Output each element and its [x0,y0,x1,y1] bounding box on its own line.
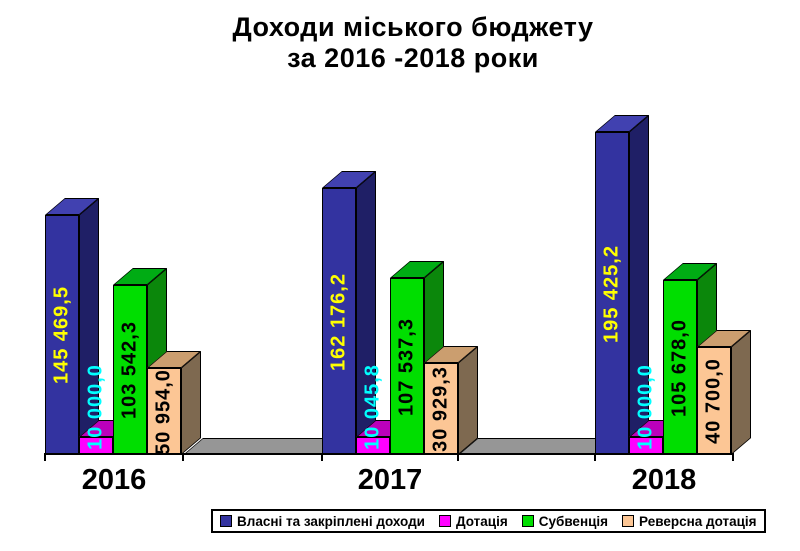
x-axis-tick [321,455,323,461]
bar-value-label-dotatsiya-2018: 10 000,0 [634,364,657,450]
x-axis-tick [594,455,596,461]
bar-value-label-vlasni-dokhody-2017: 162 176,2 [327,272,350,371]
bar-value-label-vlasni-dokhody-2018: 195 425,2 [600,244,623,343]
bar-vlasni-dokhody-2016-front [45,215,79,455]
legend-marker-reversna-dotatsiya-icon [622,515,635,527]
legend-marker-dotatsiya-icon [438,515,451,527]
legend: Власні та закріплені доходи Дотація Субв… [211,509,766,533]
legend-item-reversna-dotatsiya: Реверсна дотація [622,514,757,529]
x-axis-tick [732,455,734,461]
legend-label-dotatsiya: Дотація [455,513,508,529]
x-axis-line [44,453,734,455]
bar-subventsiya-2017-front [390,278,424,455]
legend-marker-vlasni-dokhody-icon [220,515,232,527]
x-axis-label-2016: 2016 [81,464,147,496]
bar-value-label-dotatsiya-2017: 10 045,8 [361,364,384,450]
legend-item-dotatsiya: Дотація [438,513,508,529]
bar-value-label-reversna-dotatsiya-2018: 40 700,0 [702,358,725,444]
bar-vlasni-dokhody-2017-front [322,188,356,455]
bar-reversna-dotatsiya-2016-front [147,368,181,455]
legend-label-reversna-dotatsiya: Реверсна дотація [639,513,757,529]
legend-item-vlasni-dokhody: Власні та закріплені доходи [220,514,425,529]
bar-value-label-subventsiya-2016: 103 542,3 [118,321,141,419]
bar-reversna-dotatsiya-2018-front [697,347,731,455]
bar-value-label-vlasni-dokhody-2016: 145 469,5 [50,286,73,384]
x-axis-tick [182,455,184,461]
chart-title-line1: Доходи міського бюджету [232,12,594,42]
legend-label-subventsiya: Субвенція [538,513,609,529]
bar-value-label-subventsiya-2018: 105 678,0 [668,318,691,417]
chart-title-line2: за 2016 -2018 роки [287,43,539,73]
x-axis-tick [44,455,46,461]
bar-reversna-dotatsiya-2017-side [458,346,478,455]
bar-value-label-dotatsiya-2016: 10 000,0 [84,364,107,450]
bar-reversna-dotatsiya-2017-front [424,363,458,455]
legend-label-vlasni-dokhody: Власні та закріплені доходи [237,513,425,529]
x-axis-tick [457,455,459,461]
bar-reversna-dotatsiya-2018-side [731,330,751,455]
bar-value-label-reversna-dotatsiya-2016: 50 954,0 [152,368,175,455]
bar-vlasni-dokhody-2018-front [595,132,629,455]
bar-reversna-dotatsiya-2016-side [181,351,201,455]
bar-value-label-reversna-dotatsiya-2017: 30 929,3 [429,366,452,452]
x-axis-label-2017: 2017 [357,464,423,496]
bar-value-label-subventsiya-2017: 107 537,3 [395,317,418,416]
chart-title: Доходи міського бюджету за 2016 -2018 ро… [0,12,800,74]
x-axis-label-2018: 2018 [631,464,697,496]
bar-subventsiya-2018-front [663,280,697,455]
legend-item-subventsiya: Субвенція [521,513,609,529]
legend-marker-subventsiya-icon [521,515,534,527]
